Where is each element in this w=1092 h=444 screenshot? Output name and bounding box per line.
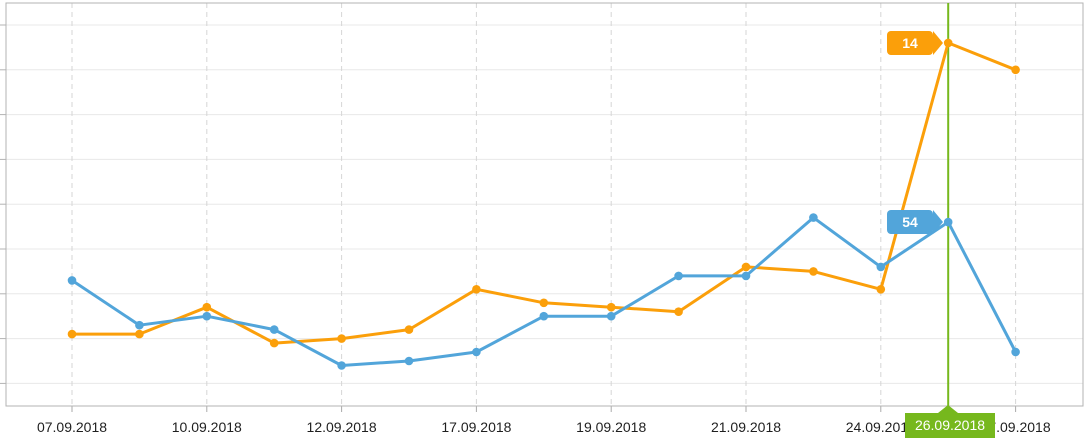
blue-series-line	[70, 216, 1018, 367]
blue-series-point[interactable]	[741, 271, 751, 281]
blue-series-point[interactable]	[67, 276, 77, 285]
orange-series-point[interactable]	[202, 302, 212, 312]
blue-series-point[interactable]	[337, 361, 346, 370]
blue-series-point[interactable]	[809, 213, 818, 222]
blue-series-point[interactable]	[876, 262, 886, 272]
orange-series-point[interactable]	[674, 307, 683, 317]
x-tick-label[interactable]: 27.09.2018	[981, 419, 1051, 435]
orange-series-point[interactable]	[741, 262, 751, 272]
x-tick-label[interactable]: 21.09.2018	[711, 419, 781, 435]
blue-series-point[interactable]	[539, 311, 549, 321]
blue-series-point[interactable]	[472, 347, 481, 357]
orange-series-point[interactable]	[809, 267, 818, 276]
orange-series-point[interactable]	[606, 302, 616, 312]
orange-series-point[interactable]	[472, 285, 481, 294]
orange-series-point[interactable]	[67, 329, 77, 339]
plot-frame	[5, 2, 1084, 407]
blue-series-point[interactable]	[202, 311, 212, 321]
x-tick-label[interactable]: 17.09.2018	[441, 419, 511, 435]
selected-date-label-text: 26.09.2018	[914, 417, 986, 433]
blue-series-point[interactable]	[943, 217, 953, 227]
orange-series-value-badge: 14	[887, 31, 943, 55]
orange-series-point[interactable]	[1011, 65, 1020, 75]
x-tick-label[interactable]: 12.09.2018	[307, 419, 377, 435]
orange-series-point[interactable]	[876, 285, 886, 294]
blue-series-point[interactable]	[1011, 347, 1020, 357]
orange-series-line	[70, 41, 1018, 345]
x-tick-label[interactable]: 10.09.2018	[172, 419, 242, 435]
orange-series-point[interactable]	[269, 338, 279, 348]
orange-series-point[interactable]	[943, 38, 953, 48]
blue-series-point[interactable]	[269, 325, 279, 334]
x-tick-label[interactable]: 24.09.2018	[846, 419, 916, 435]
blue-series-point[interactable]	[674, 271, 683, 281]
orange-series-point[interactable]	[539, 298, 549, 308]
blue-series-value-badge-text: 54	[902, 214, 918, 230]
orange-series-point[interactable]	[135, 329, 144, 339]
orange-series-point[interactable]	[337, 334, 346, 343]
blue-series-point[interactable]	[135, 320, 144, 330]
x-tick-label[interactable]: 19.09.2018	[576, 419, 646, 435]
orange-series-point[interactable]	[404, 325, 414, 334]
blue-series-value-badge: 54	[887, 210, 943, 234]
selected-date-label[interactable]: 26.09.2018	[905, 405, 995, 438]
blue-series-point[interactable]	[404, 356, 414, 366]
x-tick-label[interactable]: 07.09.2018	[37, 419, 107, 435]
orange-series-value-badge-text: 14	[902, 35, 918, 51]
blue-series-point[interactable]	[606, 311, 616, 321]
